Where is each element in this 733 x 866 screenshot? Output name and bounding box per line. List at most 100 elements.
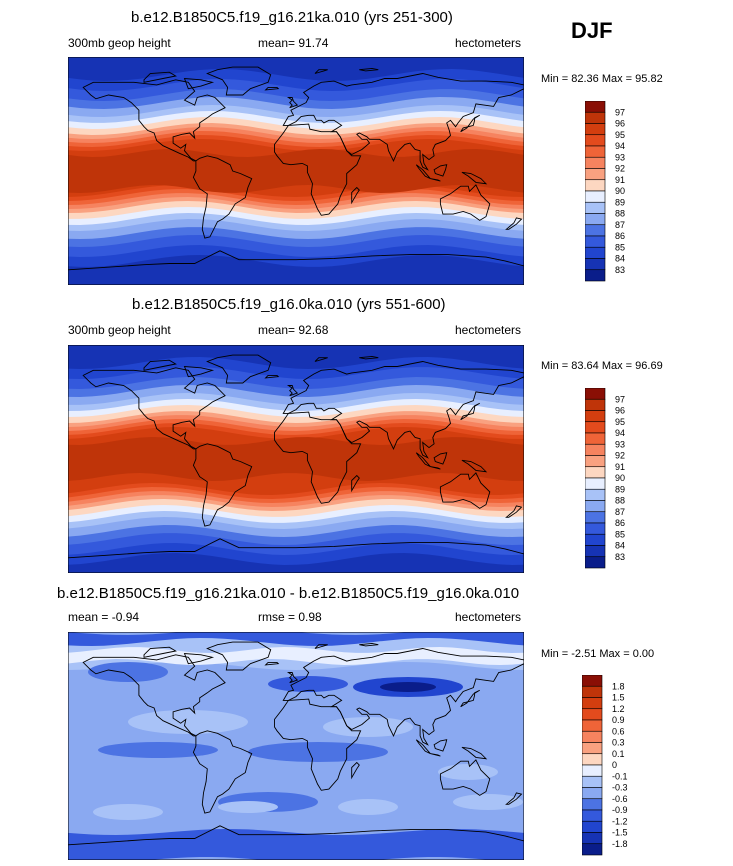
contour-band [68, 149, 524, 193]
coastline [264, 661, 280, 666]
panel2-map [68, 345, 524, 573]
colorbar-box [585, 201, 606, 214]
colorbar-box [582, 798, 603, 811]
colorbar-box [582, 675, 603, 687]
colorbar-tick-label: 93 [615, 152, 625, 162]
contour-blob [98, 742, 218, 758]
contour-band [68, 647, 524, 665]
coastline [505, 792, 523, 805]
coastline [274, 698, 362, 791]
coastline [192, 443, 253, 527]
colorbar-box [585, 477, 606, 490]
colorbar-box [585, 101, 606, 113]
colorbar-box [585, 500, 606, 513]
panel1-map [68, 57, 524, 285]
colorbar-tick-label: 97 [615, 394, 625, 404]
colorbar-tick-label: 93 [615, 439, 625, 449]
colorbar-box [585, 488, 606, 501]
coastline [192, 155, 253, 239]
coastline [286, 672, 299, 684]
contour-blob [268, 676, 348, 692]
colorbar-tick-label: 84 [615, 541, 625, 551]
coastline [82, 79, 226, 162]
coastline [68, 250, 524, 285]
colorbar-box [585, 145, 606, 158]
coastline [143, 71, 177, 83]
coastline [430, 753, 441, 757]
coastline [264, 86, 280, 91]
colorbar-box [582, 787, 603, 800]
contour-blob [323, 717, 413, 737]
colorbar-tick-label: 88 [615, 496, 625, 506]
colorbar-tick-label: 96 [615, 119, 625, 129]
colorbar-box [585, 466, 606, 479]
coastline [286, 385, 299, 397]
colorbar-box [585, 410, 606, 423]
colorbar-tick-label: 83 [615, 552, 625, 562]
colorbar-tick-label: -0.3 [612, 783, 628, 793]
colorbar-box [582, 764, 603, 777]
colorbar-box [585, 556, 606, 569]
coastline [461, 171, 488, 185]
colorbar-tick-label: 96 [615, 406, 625, 416]
colorbar-tick-label: 0.9 [612, 715, 625, 725]
coastline [439, 472, 491, 509]
colorbar-tick-label: 94 [615, 141, 625, 151]
coastline [415, 452, 431, 468]
colorbar-tick-label: 87 [615, 220, 625, 230]
colorbar-box [585, 269, 606, 282]
coastline [430, 178, 441, 182]
coastline [461, 746, 488, 760]
colorbar-tick-label: 95 [615, 417, 625, 427]
colorbar-tick-label: 86 [615, 518, 625, 528]
coastline [351, 761, 360, 780]
colorbar-box [582, 843, 603, 856]
colorbar-tick-label: 1.2 [612, 704, 625, 714]
colorbar-tick-label: 86 [615, 231, 625, 241]
colorbar-box [585, 190, 606, 203]
colorbar-box [585, 432, 606, 445]
colorbar-tick-label: 94 [615, 428, 625, 438]
coastline [183, 652, 215, 665]
colorbar-box [585, 533, 606, 546]
contour-blob [453, 794, 523, 810]
colorbar-box [585, 235, 606, 248]
colorbar-tick-label: 84 [615, 254, 625, 264]
coastline [461, 459, 488, 473]
coastline [430, 466, 441, 470]
colorbar-box [582, 775, 603, 788]
colorbar-tick-label: 92 [615, 451, 625, 461]
colorbar-box [582, 708, 603, 721]
contour-blob [338, 799, 398, 815]
coastline [82, 367, 226, 450]
colorbar-box [585, 443, 606, 456]
coastline [433, 739, 448, 752]
colorbar-tick-label: -1.5 [612, 828, 628, 838]
colorbar-box [585, 156, 606, 169]
colorbar-tick-label: 95 [615, 130, 625, 140]
panel2-mean-label: mean= 92.68 [258, 323, 329, 337]
coastline [359, 642, 379, 647]
colorbar-box [582, 832, 603, 845]
colorbar-tick-label: -0.9 [612, 805, 628, 815]
season-label: DJF [571, 18, 613, 43]
panel3-minmax: Min = -2.51 Max = 0.00 [541, 648, 655, 660]
contour-band [68, 437, 524, 481]
panel2-minmax: Min = 83.64 Max = 96.69 [541, 360, 663, 372]
colorbar-tick-label: -0.1 [612, 771, 628, 781]
panel1-units-label: hectometers [455, 36, 522, 50]
coastline [82, 654, 226, 737]
coastline [351, 186, 360, 205]
panel3-mean-label: mean = -0.94 [68, 610, 140, 624]
colorbar-tick-label: 89 [615, 197, 625, 207]
contour-band [68, 632, 524, 649]
colorbar-tick-label: 90 [615, 186, 625, 196]
colorbar-box [585, 111, 606, 124]
coastline [264, 374, 280, 379]
colorbar-box [585, 134, 606, 147]
panel3-rmse-label: rmse = 0.98 [258, 610, 322, 624]
contour-blob [380, 682, 436, 692]
colorbar-tick-label: -1.8 [612, 839, 628, 849]
